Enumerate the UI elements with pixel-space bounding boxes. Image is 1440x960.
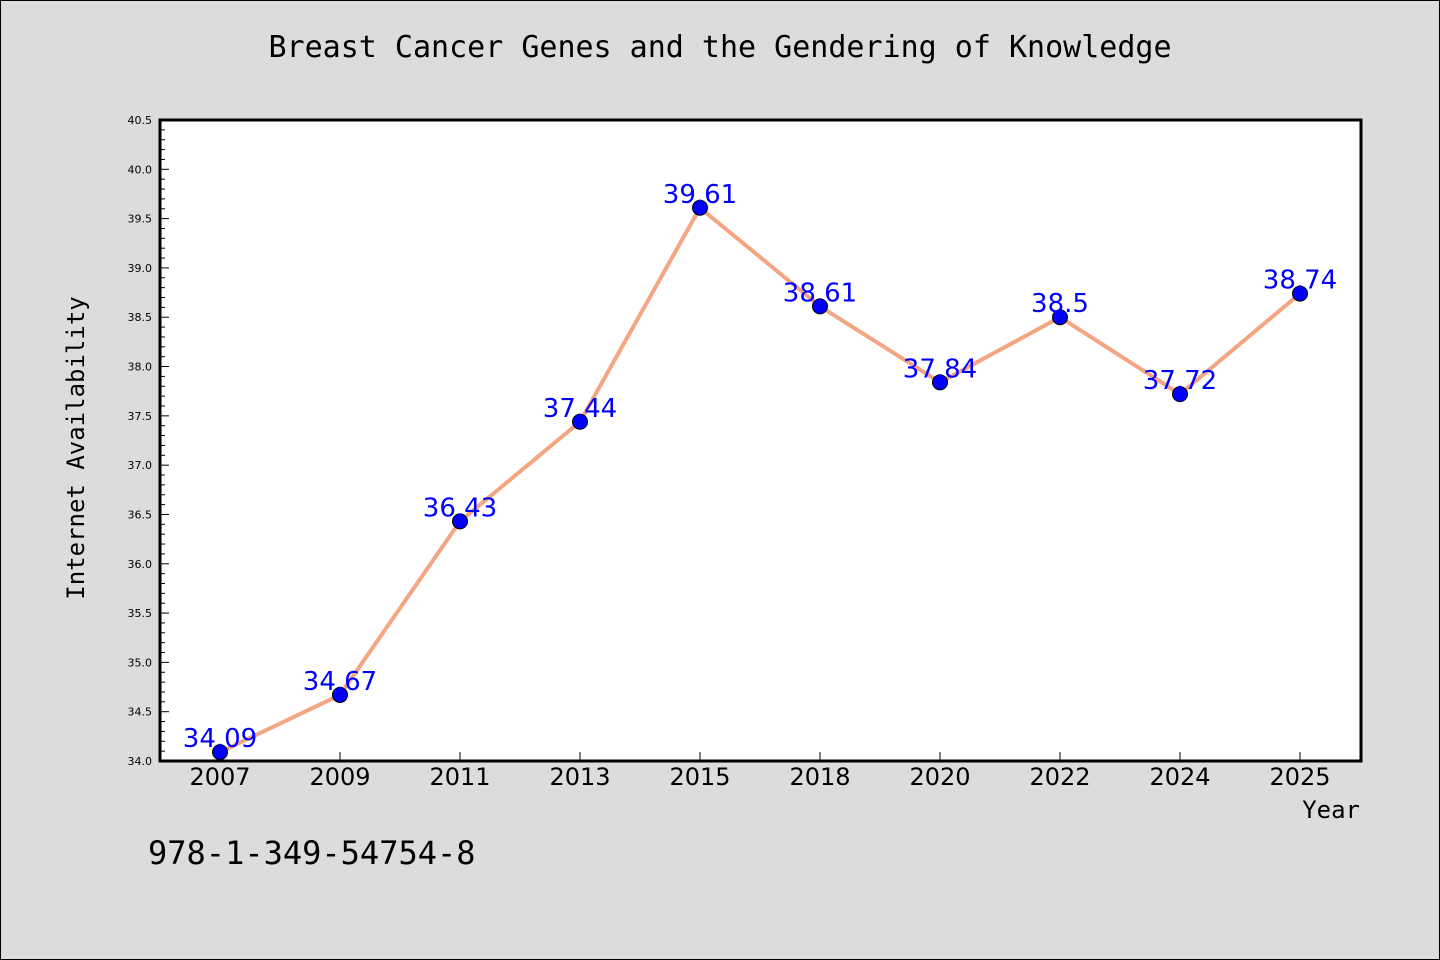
data-point xyxy=(212,744,228,761)
x-tick-label: 2013 xyxy=(549,763,610,791)
y-tick-label: 37.5 xyxy=(128,410,153,423)
x-axis: 2007 2009 2011 2013 2015 2018 2020 2022 2024 2025 xyxy=(189,752,1331,791)
data-point xyxy=(332,686,348,703)
data-label: 39.61 xyxy=(663,180,737,210)
y-axis: 34.0 34.5 35.0 35.5 36.0 36.5 37.0 37.5 38.0 38.5… xyxy=(128,114,169,768)
data-point xyxy=(1052,309,1068,326)
y-tick-label: 35.5 xyxy=(128,607,153,620)
x-tick-label: 2020 xyxy=(909,763,970,791)
data-point xyxy=(932,374,948,391)
y-tick-label: 34.0 xyxy=(128,755,153,768)
x-tick-label: 2011 xyxy=(429,763,490,791)
data-label: 37.72 xyxy=(1143,366,1217,396)
data-point xyxy=(692,199,708,216)
data-label: 38.61 xyxy=(783,278,857,308)
y-axis-label: Internet Availability xyxy=(62,296,90,600)
data-point xyxy=(1172,386,1188,403)
data-label: 37.84 xyxy=(903,354,977,384)
data-label: 34.09 xyxy=(183,724,257,754)
x-tick-label: 2007 xyxy=(189,763,250,791)
x-tick-label: 2025 xyxy=(1269,763,1330,791)
x-tick-label: 2018 xyxy=(789,763,850,791)
y-tick-label: 40.0 xyxy=(128,163,153,176)
x-tick-label: 2024 xyxy=(1149,763,1210,791)
y-tick-label: 38.0 xyxy=(128,361,153,374)
series-line xyxy=(218,205,1302,755)
y-tick-label: 37.0 xyxy=(128,459,153,472)
data-series xyxy=(212,199,1308,761)
y-tick-label: 38.5 xyxy=(128,311,153,324)
data-label: 34.67 xyxy=(303,667,377,697)
data-point xyxy=(1292,285,1308,302)
x-tick-label: 2015 xyxy=(669,763,730,791)
data-label: 37.44 xyxy=(543,394,617,424)
data-point xyxy=(812,298,828,315)
y-tick-label: 40.5 xyxy=(128,114,153,127)
y-tick-label: 39.0 xyxy=(128,262,153,275)
y-tick-label: 36.0 xyxy=(128,558,153,571)
isbn-footnote: 978-1-349-54754-8 xyxy=(148,834,476,872)
data-labels: 34.09 34.67 36.43 37.44 39.61 38.61 37.84 38.5 3… xyxy=(183,180,1337,754)
y-tick-label: 35.0 xyxy=(128,656,153,669)
data-point xyxy=(572,413,588,430)
y-tick-label: 34.5 xyxy=(128,706,153,719)
x-tick-label: 2009 xyxy=(309,763,370,791)
chart-title: Breast Cancer Genes and the Gendering of… xyxy=(268,30,1172,65)
plot-area xyxy=(158,118,1363,763)
data-point xyxy=(452,513,468,530)
y-tick-label: 36.5 xyxy=(128,508,153,521)
data-label: 38.5 xyxy=(1031,289,1089,319)
data-label: 38.74 xyxy=(1263,266,1337,296)
x-axis-label: Year xyxy=(1302,796,1360,824)
x-tick-label: 2022 xyxy=(1029,763,1090,791)
y-tick-label: 39.5 xyxy=(128,213,153,226)
data-label: 36.43 xyxy=(423,493,497,523)
